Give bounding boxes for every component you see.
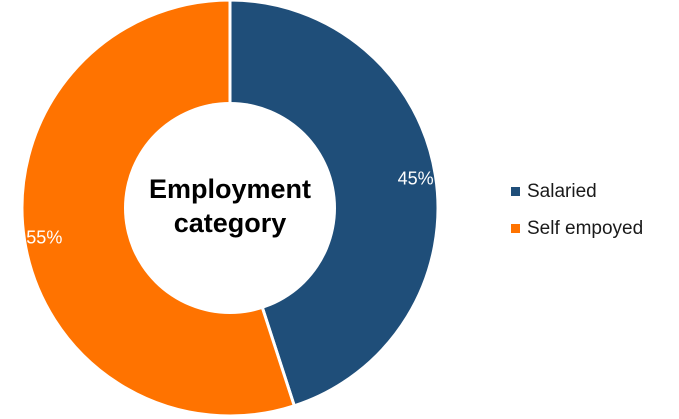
legend-swatch-salaried xyxy=(511,187,520,196)
legend-label-self-employed: Self empoyed xyxy=(527,217,644,239)
center-title-line1: Employment xyxy=(148,174,312,204)
legend-item-self-employed: Self empoyed xyxy=(511,210,643,247)
legend-item-salaried: Salaried xyxy=(511,173,643,210)
center-title-line2: category xyxy=(173,208,287,238)
legend-swatch-self-employed xyxy=(511,224,520,233)
legend-label-salaried: Salaried xyxy=(527,180,597,202)
slice-labels: 45% 55% xyxy=(26,169,433,248)
data-label-salaried: 45% xyxy=(398,169,434,189)
chart-legend: Salaried Self empoyed xyxy=(511,173,643,247)
donut-hole xyxy=(124,102,336,314)
chart-center-title: Employment category xyxy=(120,172,340,240)
data-label-self-empoyed: 55% xyxy=(26,227,62,247)
